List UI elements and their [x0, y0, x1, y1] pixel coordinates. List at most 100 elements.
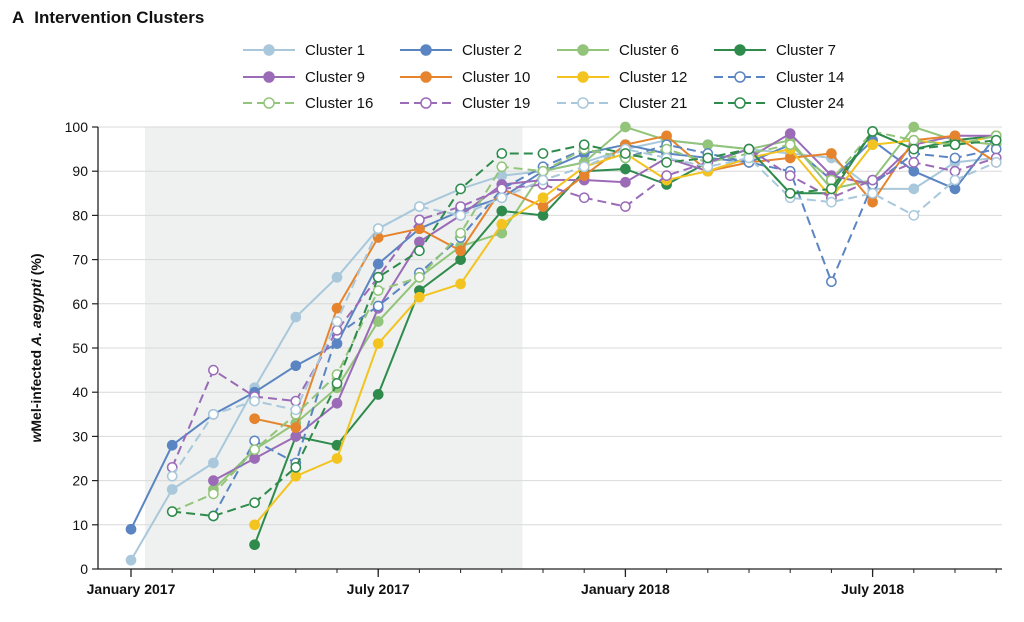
panel-heading: A Intervention Clusters: [12, 8, 204, 28]
data-point: [949, 130, 961, 142]
data-point: [208, 457, 219, 469]
legend-marker: [263, 71, 275, 83]
legend-entry: Cluster 9: [243, 69, 365, 86]
legend-entry: Cluster 21: [557, 95, 687, 112]
data-point: [208, 364, 219, 376]
legend-label: Cluster 24: [776, 95, 844, 112]
data-point: [331, 316, 343, 327]
data-point: [249, 413, 260, 425]
y-axis-label-species: A. aegypti: [28, 278, 44, 347]
data-point: [867, 126, 878, 137]
legend-label: Cluster 7: [776, 42, 836, 59]
y-tick-label: 20: [72, 473, 88, 489]
y-tick-label: 0: [80, 561, 88, 577]
legend-marker: [577, 97, 589, 109]
legend-entry: Cluster 16: [243, 95, 373, 112]
data-point: [372, 316, 384, 327]
data-point: [496, 161, 508, 173]
legend-entry: Cluster 10: [400, 69, 530, 86]
data-point: [537, 148, 549, 159]
data-point: [414, 236, 425, 248]
data-point: [908, 143, 920, 155]
data-point: [867, 196, 878, 208]
legend-label: Cluster 19: [462, 95, 530, 112]
data-point: [908, 121, 920, 133]
data-point: [290, 422, 302, 433]
data-point: [578, 161, 590, 173]
data-point: [455, 278, 466, 290]
data-point: [496, 148, 508, 159]
legend-entry: Cluster 12: [557, 69, 687, 86]
legend-label: Cluster 12: [619, 69, 687, 86]
data-point: [578, 170, 590, 181]
legend-label: Cluster 6: [619, 42, 679, 59]
legend-label: Cluster 2: [462, 42, 522, 59]
data-point: [331, 302, 343, 314]
y-tick-label: 90: [72, 163, 88, 179]
panel-letter: A: [12, 8, 25, 27]
data-point: [826, 276, 837, 288]
data-point: [908, 210, 920, 221]
data-point: [372, 338, 384, 349]
data-point: [249, 435, 260, 447]
data-point: [867, 174, 878, 186]
gridlines: [98, 126, 1002, 526]
axes: 0 10 20 30 40 50 60 70 80 90 100 January 2017 July 2…: [65, 119, 1002, 597]
data-point: [620, 148, 631, 159]
legend-marker: [577, 71, 589, 83]
legend-marker: [420, 44, 432, 56]
data-point: [578, 139, 590, 151]
x-tick-label: July 2017: [347, 581, 410, 597]
data-point: [372, 223, 384, 235]
y-tick-label: 40: [72, 384, 88, 400]
x-tick-label: January 2018: [581, 581, 670, 597]
legend-marker: [577, 44, 589, 56]
data-point: [372, 300, 384, 312]
data-point: [455, 245, 466, 257]
data-point: [125, 554, 137, 566]
data-point: [455, 254, 466, 265]
data-point: [702, 152, 714, 164]
data-point: [166, 484, 178, 495]
legend-entry: Cluster 24: [714, 95, 844, 112]
data-point: [537, 192, 549, 204]
legend-marker: [263, 44, 275, 56]
series-line: [212, 143, 997, 517]
data-point: [372, 271, 384, 283]
data-point: [372, 389, 384, 400]
data-point: [537, 165, 549, 177]
x-tick-label: January 2017: [87, 581, 176, 597]
y-axis-label-italic: w: [28, 431, 44, 443]
legend-marker: [420, 71, 432, 83]
data-point: [784, 128, 796, 139]
data-point: [166, 506, 178, 517]
data-point: [661, 143, 672, 155]
data-point: [620, 201, 631, 212]
data-point: [455, 183, 466, 195]
legend-entry: Cluster 14: [714, 69, 844, 86]
data-point: [496, 218, 508, 230]
data-point: [331, 453, 343, 464]
data-point: [496, 170, 508, 181]
data-point: [949, 152, 961, 164]
data-point: [908, 134, 920, 146]
data-point: [537, 201, 549, 212]
data-point: [414, 201, 425, 212]
data-point: [537, 174, 549, 186]
legend: Cluster 1 Cluster 2 Cluster 6 Cluster 7 Clus…: [243, 42, 844, 112]
data-point: [290, 360, 302, 372]
legend-label: Cluster 9: [305, 69, 365, 86]
data-point: [496, 192, 508, 204]
data-point: [620, 176, 631, 188]
legend-entry: Cluster 19: [400, 95, 530, 112]
data-point: [455, 210, 466, 221]
data-point: [372, 258, 384, 270]
data-point: [908, 157, 920, 168]
data-point: [331, 271, 343, 283]
legend-marker: [263, 97, 275, 109]
data-point: [784, 139, 796, 151]
data-point: [743, 143, 755, 155]
legend-marker: [420, 97, 432, 109]
legend-label: Cluster 21: [619, 95, 687, 112]
